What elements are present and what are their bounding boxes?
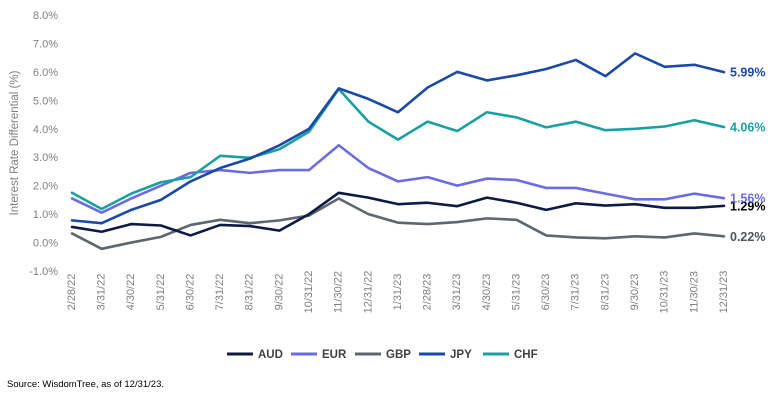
series-line-jpy	[70, 52, 726, 225]
x-tick-label: 6/30/23	[540, 274, 552, 311]
x-tick-label: 5/31/23	[510, 274, 522, 311]
series-line-gbp	[70, 197, 726, 251]
y-axis-title: Interest Rate Differential (%)	[9, 70, 21, 215]
x-tick-label: 2/28/23	[422, 274, 434, 311]
y-tick-label: 0.0%	[33, 238, 58, 250]
x-tick-label: 3/31/23	[451, 274, 463, 311]
x-tick-label: 9/30/22	[273, 274, 285, 311]
x-tick-label: 4/30/23	[481, 274, 493, 311]
y-tick-label: 6.0%	[33, 67, 58, 79]
x-tick-label: 3/31/22	[96, 274, 108, 311]
x-tick-label: 12/31/23	[718, 271, 730, 314]
end-label-chf: 4.06%	[730, 121, 765, 135]
y-axis-title-group: Interest Rate Differential (%)	[9, 70, 21, 215]
end-label-aud: 1.29%	[730, 199, 765, 213]
series-line-eur	[70, 143, 726, 214]
y-tick-label: 7.0%	[33, 38, 58, 50]
y-tick-label: 5.0%	[33, 95, 58, 107]
series-line-chf	[70, 87, 726, 211]
legend-label-eur: EUR	[322, 349, 347, 361]
legend-label-chf: CHF	[514, 349, 538, 361]
x-tick-label: 11/30/23	[688, 271, 700, 313]
x-tick-labels: 2/28/22 3/31/22 4/30/22 5/31/22 6/30/22 7/31/…	[66, 271, 730, 314]
end-label-gbp: 0.22%	[730, 230, 765, 244]
y-tick-label: 3.0%	[33, 152, 58, 164]
legend-label-gbp: GBP	[386, 349, 411, 361]
x-tick-label: 6/30/22	[184, 274, 196, 311]
y-tick-label: 8.0%	[33, 10, 58, 22]
x-tick-label: 4/30/22	[125, 274, 137, 311]
x-tick-label: 1/31/23	[392, 274, 404, 311]
y-tick-label: -1.0%	[29, 266, 58, 278]
x-tick-label: 2/28/22	[66, 274, 78, 311]
x-tick-label: 8/31/22	[244, 274, 256, 311]
x-tick-label: 9/30/23	[629, 274, 641, 311]
y-tick-label: 1.0%	[33, 209, 58, 221]
x-tick-label: 10/31/23	[659, 271, 671, 314]
x-tick-label: 7/31/23	[570, 274, 582, 311]
end-label-eur: 1.56%	[730, 192, 765, 206]
legend-label-aud: AUD	[258, 349, 283, 361]
series-end-labels: 1.29%1.56% 0.22% 5.99% 4.06%	[730, 66, 765, 244]
x-tick-label: 12/31/22	[362, 271, 374, 314]
y-tick-label: 4.0%	[33, 124, 58, 136]
x-tick-label: 8/31/23	[599, 274, 611, 311]
source-note: Source: WisdomTree, as of 12/31/23.	[7, 379, 164, 390]
x-tick-label: 5/31/22	[155, 274, 167, 311]
series-lines	[70, 52, 726, 251]
x-tick-label: 10/31/22	[303, 271, 315, 314]
end-label-jpy: 5.99%	[730, 66, 765, 80]
y-tick-label: 2.0%	[33, 181, 58, 193]
x-tick-label: 11/30/22	[333, 271, 345, 313]
x-tick-label: 7/31/22	[214, 274, 226, 311]
y-tick-labels: 8.0% 7.0% 6.0% 5.0% 4.0% 3.0% 2.0% 1.0% 0.0% -1.0…	[29, 10, 58, 278]
legend-label-jpy: JPY	[450, 349, 472, 361]
series-line-aud	[70, 191, 726, 237]
legend: AUD EUR GBP JPY CHF	[227, 349, 538, 361]
